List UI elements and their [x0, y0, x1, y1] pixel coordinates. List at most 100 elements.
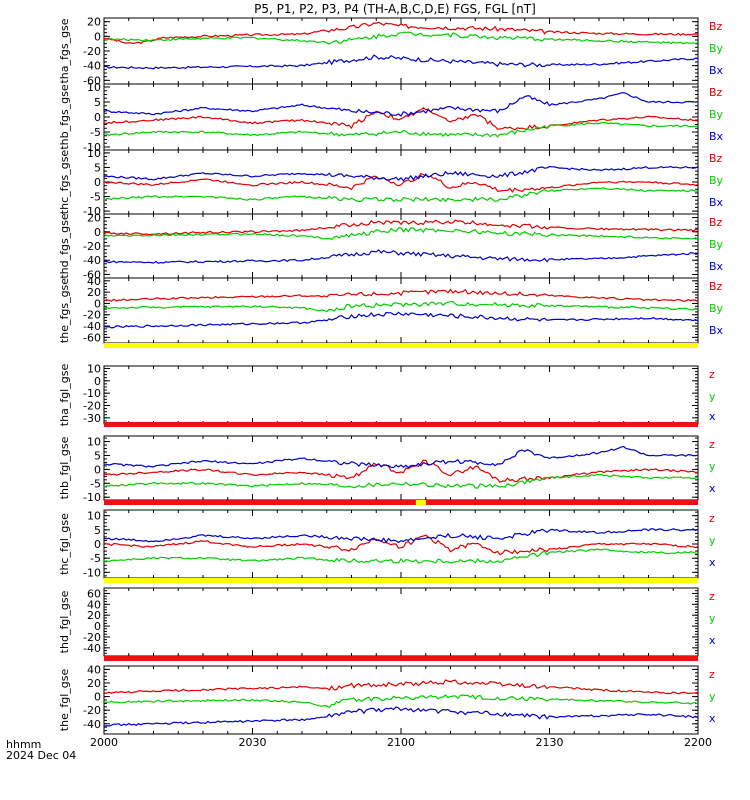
y-tick-label: 0 — [94, 620, 101, 633]
series-line-Bz — [103, 21, 699, 45]
y-tick-label: -40 — [83, 642, 101, 655]
series-line-x — [104, 445, 699, 469]
chart-title: P5, P1, P2, P3, P4 (TH-A,B,C,D,E) FGS, F… — [254, 2, 536, 16]
y-axis-label: tha_fgl_gse — [58, 364, 71, 427]
x-axis: hhmm 2024 Dec 04 2000 2030 2100 2130 2200 — [6, 736, 712, 762]
panel-thd_fgs_gse: 200-20-40-60 thd_fgs_gse Bz By Bx — [58, 212, 724, 282]
y-tick-label: -60 — [83, 331, 101, 344]
series-line-By — [103, 31, 699, 45]
series-line-Bx — [103, 92, 699, 117]
legend-Bx: Bx — [709, 260, 724, 273]
series-line-y — [103, 694, 699, 709]
y-axis-label: thc_fgs_gse — [58, 150, 71, 215]
y-tick-label: 0 — [94, 538, 101, 551]
series-line-By — [103, 227, 699, 241]
y-tick-label: -20 — [83, 309, 101, 322]
x-axis-label-hhmm: hhmm — [6, 738, 41, 751]
y-tick-label: -5 — [90, 552, 101, 565]
legend-x: x — [709, 712, 716, 725]
legend-Bz: Bz — [709, 152, 723, 165]
legend-x: x — [709, 410, 716, 423]
y-tick-label: 5 — [94, 161, 101, 174]
y-tick-label: -10 — [83, 566, 101, 579]
y-tick-label: 10 — [87, 81, 101, 94]
status-bar — [104, 422, 698, 427]
panel-tha_fgl_gse: 100-10-20-30 tha_fgl_gse zyx — [58, 343, 716, 426]
legend-Bz: Bz — [709, 86, 723, 99]
y-tick-label: 10 — [87, 362, 101, 375]
y-tick-label: -5 — [90, 126, 101, 139]
y-tick-label: 10 — [87, 510, 101, 523]
y-tick-label: -20 — [83, 704, 101, 717]
panel-frame — [103, 665, 699, 735]
y-axis-label: thd_fgs_gse — [58, 213, 71, 279]
y-tick-label: -60 — [83, 74, 101, 87]
x-tick-label: 2000 — [90, 736, 118, 749]
y-tick-label: -20 — [83, 45, 101, 58]
legend-By: By — [709, 42, 724, 55]
x-tick-label: 2030 — [239, 736, 267, 749]
legend-Bx: Bx — [709, 64, 724, 77]
y-tick-label: 10 — [87, 147, 101, 160]
series-line-By — [103, 121, 699, 138]
y-tick-label: 0 — [94, 297, 101, 310]
y-axis-label: the_fgs_gse — [58, 278, 71, 343]
status-bar — [104, 343, 698, 348]
series-line-Bz — [103, 107, 699, 131]
legend-y: y — [709, 534, 716, 547]
x-tick-label: 2130 — [536, 736, 564, 749]
legend-Bz: Bz — [709, 20, 723, 33]
y-tick-label: -10 — [83, 141, 101, 154]
y-tick-label: -20 — [83, 399, 101, 412]
legend-z: z — [709, 512, 715, 525]
y-tick-label: 0 — [94, 30, 101, 43]
y-tick-label: -20 — [83, 240, 101, 253]
legend-y: y — [709, 390, 716, 403]
y-tick-label: 0 — [94, 691, 101, 704]
y-axis-label: thb_fgl_gse — [58, 436, 71, 499]
y-tick-label: -10 — [83, 491, 101, 504]
y-tick-label: 20 — [87, 677, 101, 690]
y-tick-label: -20 — [83, 631, 101, 644]
y-axis-label: thd_fgl_gse — [58, 590, 71, 653]
y-tick-label: 10 — [87, 436, 101, 449]
series-line-x — [103, 528, 699, 544]
series-line-Bz — [103, 219, 699, 236]
y-tick-label: 0 — [94, 111, 101, 124]
legend-y: y — [709, 690, 716, 703]
x-axis-label-date: 2024 Dec 04 — [6, 749, 76, 762]
status-bar — [104, 656, 698, 661]
y-tick-label: -10 — [83, 387, 101, 400]
legend-Bx: Bx — [709, 196, 724, 209]
panel-frame — [103, 587, 699, 657]
legend-z: z — [709, 438, 715, 451]
y-tick-label: 20 — [87, 212, 101, 225]
panel-frame — [103, 365, 699, 425]
y-tick-label: 0 — [94, 176, 101, 189]
series-line-z — [103, 459, 699, 483]
panel-thc_fgs_gse: 105 0 -5-10 thc_fgs_gse Bz By Bx — [58, 147, 724, 218]
y-axis-label: tha_fgs_gse — [58, 18, 71, 83]
y-tick-label: -40 — [83, 254, 101, 267]
legend-By: By — [709, 174, 724, 187]
series-line-Bz — [103, 288, 699, 303]
series-line-By — [103, 300, 699, 313]
legend-Bz: Bz — [709, 280, 723, 293]
y-axis-label: the_fgl_gse — [58, 669, 71, 732]
y-tick-label: -30 — [83, 412, 101, 425]
series-line-Bz — [103, 172, 699, 193]
y-axis-label: thc_fgl_gse — [58, 513, 71, 575]
series-line-y — [103, 473, 699, 489]
legend-By: By — [709, 238, 724, 251]
y-tick-label: -5 — [90, 477, 101, 490]
y-tick-label: -5 — [90, 191, 101, 204]
legend-y: y — [709, 612, 716, 625]
legend-z: z — [709, 368, 715, 381]
y-tick-label: 40 — [87, 598, 101, 611]
series-line-Bx — [103, 165, 699, 182]
